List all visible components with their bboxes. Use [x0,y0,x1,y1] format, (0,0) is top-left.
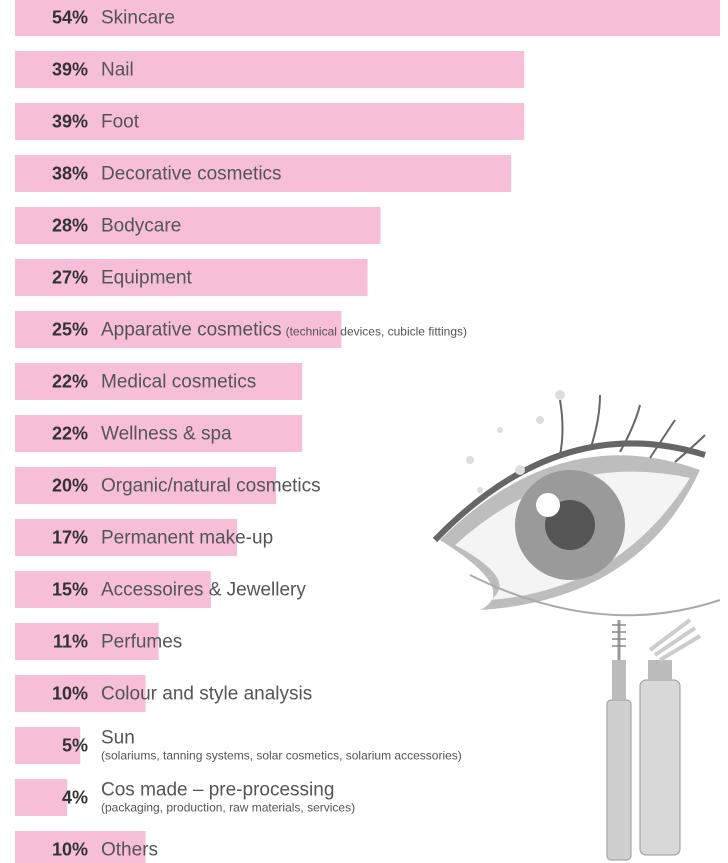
category-note: (packaging, production, raw materials, s… [101,801,355,815]
bar [15,727,81,764]
value-label: 39% [52,111,88,131]
bar [15,155,512,192]
category-label: Organic/natural cosmetics [101,476,321,497]
category-label: Equipment [101,268,193,289]
value-label: 38% [52,163,88,183]
bar [15,51,525,88]
category-label: Apparative cosmetics [101,320,282,341]
category-label: Foot [101,112,140,133]
value-label: 17% [52,527,88,547]
category-label: Wellness & spa [101,424,232,445]
value-label: 11% [53,631,88,651]
category-label: Medical cosmetics [101,372,256,393]
category-label: Nail [101,60,134,81]
value-label: 10% [52,683,88,703]
bar [15,415,303,452]
category-label: Perfumes [101,632,182,653]
bar [15,571,211,608]
category-label: Accessoires & Jewellery [101,580,306,601]
value-label: 20% [52,475,88,495]
bar [15,311,342,348]
category-label: Cos made – pre-processing [101,780,334,801]
bar [15,259,368,296]
bars: 54% Skincare 39% Nail 39% Foot 38% Decorative c… [15,0,720,863]
bar [15,779,68,816]
mascara-illustration [606,618,702,861]
bar [15,0,720,36]
category-note: (solariums, tanning systems, solar cosme… [101,749,462,763]
bar [15,675,146,712]
value-label: 5% [62,735,88,755]
bar [15,103,525,140]
bar [15,467,277,504]
category-label: Skincare [101,8,175,29]
bar [15,623,159,660]
value-label: 28% [52,215,88,235]
category-label: Others [101,840,158,861]
value-label: 22% [52,423,88,443]
value-label: 4% [62,787,88,807]
eye-illustration [432,390,721,617]
category-note: (technical devices, cubicle fittings) [286,325,467,339]
category-label: Bodycare [101,216,181,237]
bar [15,363,303,400]
bar [15,519,237,556]
category-label: Sun [101,728,135,749]
value-label: 22% [52,371,88,391]
category-label: Permanent make-up [101,528,273,549]
value-label: 54% [52,7,88,27]
category-label: Colour and style analysis [101,684,312,705]
value-label: 15% [52,579,88,599]
value-label: 27% [52,267,88,287]
value-label: 39% [52,59,88,79]
category-label: Decorative cosmetics [101,164,282,185]
value-label: 25% [52,319,88,339]
bar [15,207,381,244]
bar [15,831,146,863]
value-label: 10% [52,839,88,859]
